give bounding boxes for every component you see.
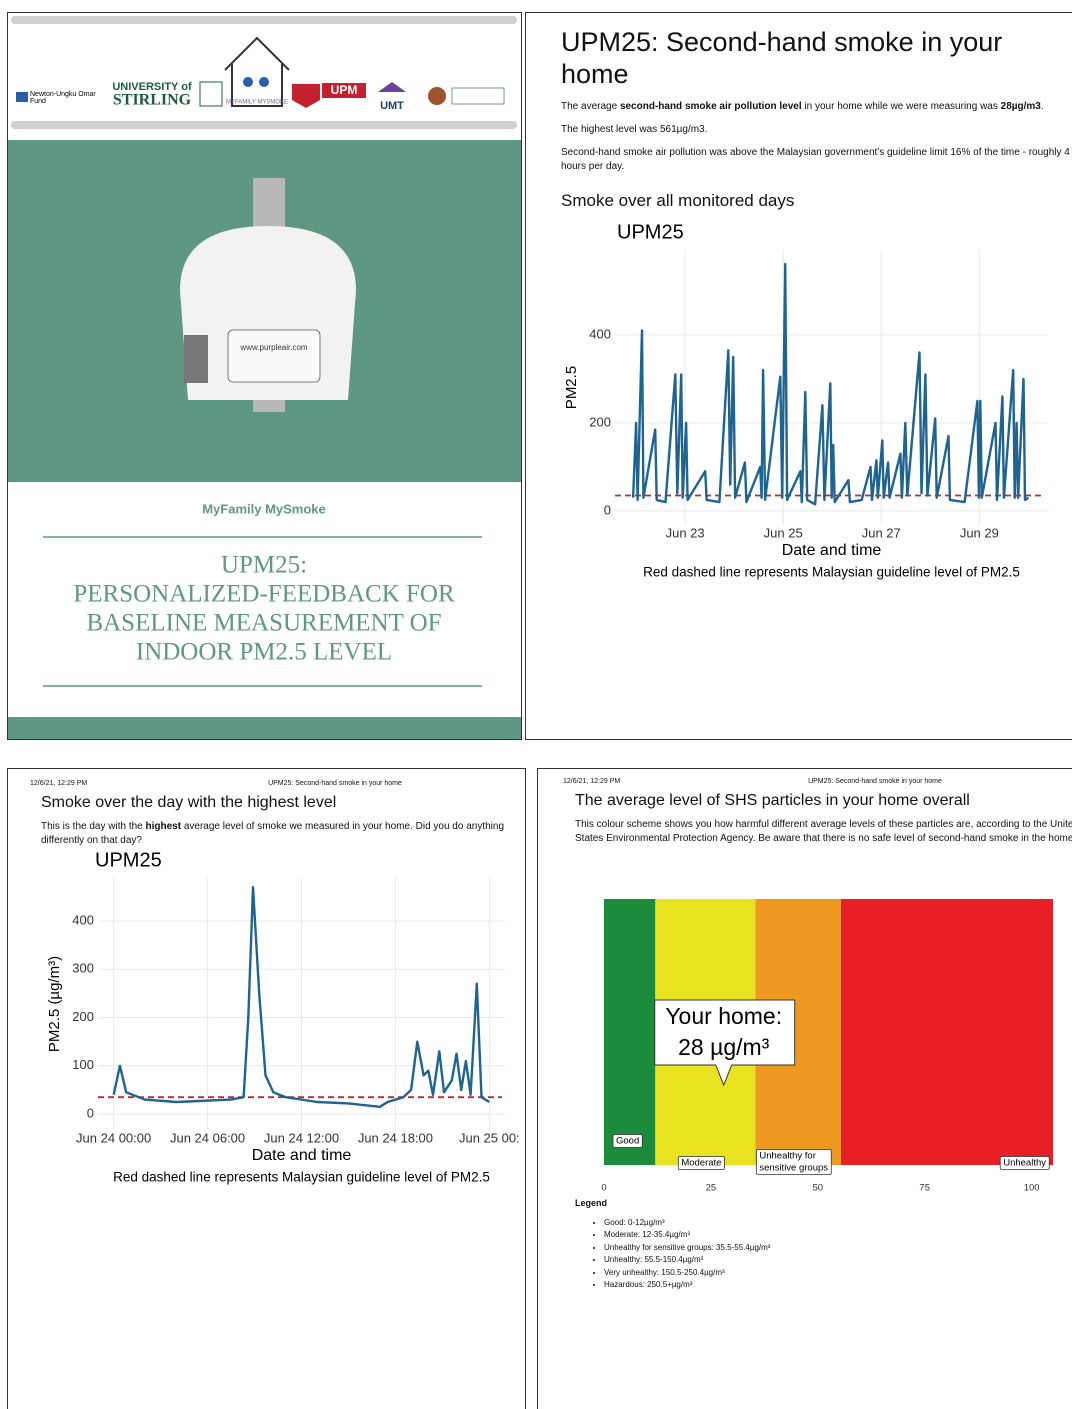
legend-item: Good: 0-12µg/m³ bbox=[604, 1217, 770, 1229]
logo-icon bbox=[225, 38, 289, 106]
x-tick-label: 75 bbox=[919, 1183, 930, 1194]
logo-text: Newton-Ungku Omar bbox=[30, 91, 96, 98]
y-tick-label: 0 bbox=[604, 502, 611, 517]
logo-text: MYFAMILY MYSMOKE bbox=[226, 100, 288, 106]
x-tick-label: Jun 24 18:00 bbox=[358, 1130, 433, 1145]
project-name: MyFamily MySmoke bbox=[202, 501, 326, 516]
y-tick-label: 400 bbox=[72, 912, 94, 927]
text-run: Second-hand smoke air pollution was abov… bbox=[561, 147, 1070, 172]
x-axis-label: Date and time bbox=[252, 1147, 352, 1164]
x-tick-label: 50 bbox=[813, 1183, 824, 1194]
legend-title: Legend bbox=[575, 1198, 607, 1208]
legend-item: Unhealthy: 55.5-150.4µg/m³ bbox=[604, 1254, 770, 1266]
cover-title: PERSONALIZED-FEEDBACK FOR bbox=[73, 581, 455, 608]
logo-text: STIRLING bbox=[113, 92, 192, 109]
legend-item: Hazardous: 250.5+µg/m³ bbox=[604, 1279, 770, 1291]
marker-value: 28 µg/m³ bbox=[678, 1034, 770, 1060]
paragraph: The average second-hand smoke air pollut… bbox=[561, 100, 1072, 114]
x-tick-label: Jun 23 bbox=[666, 525, 705, 540]
logo-icon bbox=[452, 88, 504, 104]
logo-icon bbox=[16, 92, 28, 102]
y-tick-label: 100 bbox=[72, 1057, 94, 1072]
marker-title: Your home: bbox=[665, 1003, 782, 1029]
text-run: This is the day with the bbox=[41, 821, 146, 832]
band-label: Unhealthy for bbox=[759, 1151, 816, 1162]
drawing: Newton-Ungku Omar Fund UNIVERSITY of STI… bbox=[0, 0, 1072, 1409]
device-label-text: www.purpleair.com bbox=[239, 343, 307, 352]
y-axis-label: PM2.5 (µg/m³) bbox=[46, 956, 63, 1052]
x-axis-label: Date and time bbox=[782, 542, 882, 559]
x-tick-label: Jun 25 bbox=[764, 525, 803, 540]
paragraph: This colour scheme shows you how harmful… bbox=[575, 818, 1072, 846]
x-tick-label: Jun 24 12:00 bbox=[264, 1130, 339, 1145]
device-qr bbox=[184, 335, 208, 383]
y-axis-label: PM2.5 bbox=[563, 366, 580, 409]
cover-title: UPM25: bbox=[221, 552, 307, 579]
band-label: Good bbox=[616, 1136, 639, 1147]
chart-title: UPM25 bbox=[617, 221, 684, 243]
x-tick-label: Jun 24 00:00 bbox=[76, 1130, 151, 1145]
page: Newton-Ungku Omar Fund UNIVERSITY of STI… bbox=[0, 0, 1072, 1409]
text-run: in your home while we were measuring was bbox=[802, 101, 1001, 112]
page-title: UPM25: Second-hand smoke in your home bbox=[561, 26, 1041, 90]
paragraph: Second-hand smoke air pollution was abov… bbox=[561, 146, 1072, 174]
y-tick-label: 200 bbox=[72, 1009, 94, 1024]
header-title: UPM25: Second-hand smoke in your home bbox=[740, 778, 1010, 785]
legend-list: Good: 0-12µg/m³Moderate: 12-35.4µg/m³Unh… bbox=[575, 1217, 770, 1291]
x-tick-label: Jun 27 bbox=[862, 525, 901, 540]
device-label bbox=[228, 330, 320, 382]
cover-band bbox=[8, 717, 521, 739]
legend-item: Very unhealthy: 150.5-250.4µg/m³ bbox=[604, 1267, 770, 1279]
x-tick-label: Jun 25 00: bbox=[459, 1130, 520, 1145]
logo-icon bbox=[378, 82, 406, 92]
logo-text: UMT bbox=[380, 100, 404, 112]
scale-band bbox=[841, 899, 1053, 1165]
logo-text: UPM bbox=[331, 83, 358, 97]
band-label: Moderate bbox=[681, 1158, 721, 1169]
data-line bbox=[633, 264, 1028, 504]
x-tick-label: Jun 24 06:00 bbox=[170, 1130, 245, 1145]
logo-text: Fund bbox=[30, 98, 46, 105]
section-heading: Smoke over all monitored days bbox=[561, 191, 794, 211]
cover-title: INDOOR PM2.5 LEVEL bbox=[136, 639, 392, 666]
y-tick-label: 200 bbox=[589, 414, 611, 429]
logo-icon bbox=[292, 84, 320, 108]
chart-title: UPM25 bbox=[95, 849, 162, 871]
logo-icon bbox=[428, 87, 446, 105]
x-tick-label: 0 bbox=[601, 1183, 606, 1194]
paragraph: This is the day with the highest average… bbox=[41, 820, 511, 848]
band-label: sensitive groups bbox=[759, 1163, 828, 1174]
section-heading: Smoke over the day with the highest leve… bbox=[41, 794, 336, 812]
logo-icon bbox=[200, 82, 222, 106]
band-label: Unhealthy bbox=[1003, 1158, 1046, 1169]
text-run: The highest level was 561µg/m3. bbox=[561, 124, 707, 135]
text-run: . bbox=[1041, 101, 1044, 112]
caption: Red dashed line represents Malaysian gui… bbox=[643, 565, 1020, 580]
x-tick-label: 100 bbox=[1024, 1183, 1040, 1194]
header-date: 12/6/21, 12:29 PM bbox=[30, 780, 87, 787]
legend-item: Moderate: 12-35.4µg/m³ bbox=[604, 1229, 770, 1241]
section-heading: The average level of SHS particles in yo… bbox=[575, 792, 970, 810]
y-tick-label: 400 bbox=[589, 326, 611, 341]
header-title: UPM25: Second-hand smoke in your home bbox=[200, 780, 470, 787]
y-tick-label: 0 bbox=[87, 1106, 94, 1121]
scale-band bbox=[604, 899, 655, 1165]
text-run: second-hand smoke air pollution level bbox=[620, 101, 802, 112]
text-run: The average bbox=[561, 101, 620, 112]
x-tick-label: Jun 29 bbox=[960, 525, 999, 540]
logo-icon bbox=[259, 77, 269, 87]
bar bbox=[11, 121, 517, 129]
x-tick-label: 25 bbox=[706, 1183, 717, 1194]
legend-item: Unhealthy for sensitive groups: 35.5-55.… bbox=[604, 1242, 770, 1254]
caption: Red dashed line represents Malaysian gui… bbox=[113, 1170, 490, 1185]
text-run: highest bbox=[146, 821, 182, 832]
y-tick-label: 300 bbox=[72, 961, 94, 976]
paragraph: The highest level was 561µg/m3. bbox=[561, 123, 1072, 137]
cover-title: BASELINE MEASUREMENT OF bbox=[86, 610, 441, 637]
header-date: 12/6/21, 12:29 PM bbox=[563, 778, 620, 785]
logo-icon bbox=[243, 77, 253, 87]
text-run: 28µg/m3 bbox=[1001, 101, 1041, 112]
bar bbox=[11, 16, 517, 24]
